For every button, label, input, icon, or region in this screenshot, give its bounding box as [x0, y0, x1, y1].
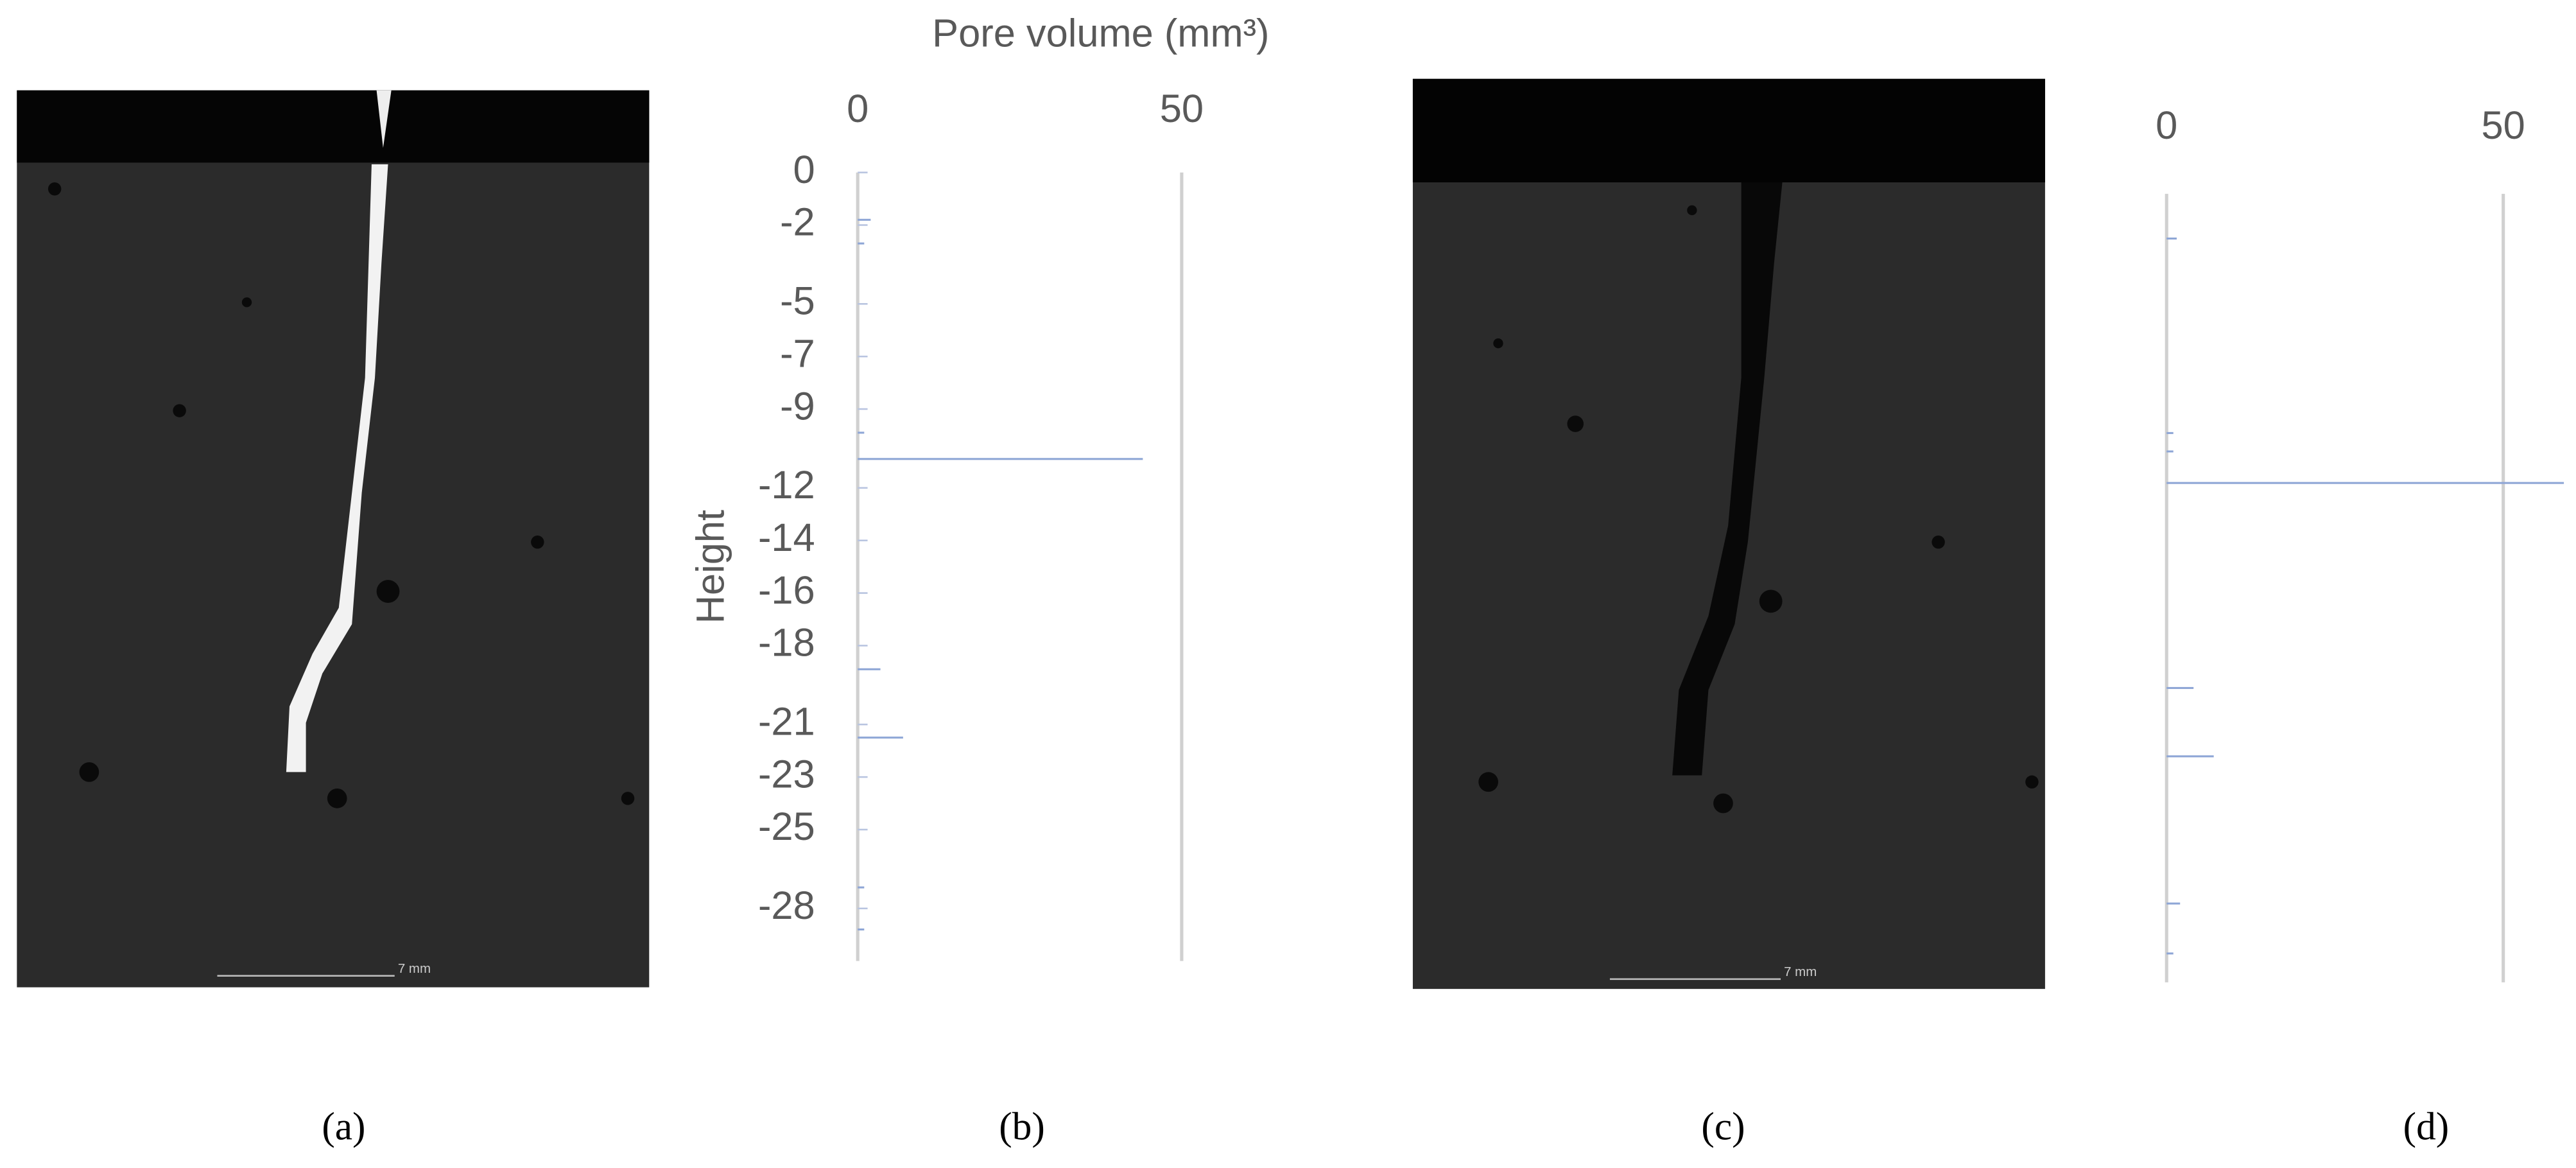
- y-tick-label: -2: [780, 200, 815, 245]
- y-tick-label: -7: [780, 331, 815, 376]
- y-tick-label: -16: [758, 568, 815, 613]
- y-tick-label: -5: [780, 279, 815, 324]
- bar: [2166, 755, 2214, 758]
- y-tick-label: -9: [780, 384, 815, 428]
- bar: [858, 668, 881, 670]
- x-axis-title: Pore volume (mm³): [932, 12, 1269, 56]
- ct-image-a: 7 mm: [17, 90, 650, 988]
- bar: [858, 218, 871, 221]
- bar: [2166, 902, 2181, 905]
- y-tick-label: -21: [758, 699, 815, 744]
- bar: [858, 928, 865, 931]
- bar: [858, 431, 865, 434]
- bar: [858, 242, 865, 245]
- y-tick-label: -18: [758, 621, 815, 665]
- bar: [2166, 482, 2564, 484]
- bar: [858, 886, 865, 889]
- bar: [2166, 686, 2194, 689]
- panel-label: (a): [322, 1104, 365, 1148]
- scale-bar-label: 7 mm: [398, 961, 431, 976]
- y-axis-title: Height: [688, 510, 732, 623]
- bar: [2166, 431, 2174, 434]
- bar: [858, 737, 903, 739]
- bar: [2166, 237, 2177, 240]
- y-tick-label: -25: [758, 805, 815, 849]
- panel-label: (d): [2403, 1104, 2450, 1148]
- bar: [2166, 450, 2174, 453]
- bar: [2166, 952, 2174, 955]
- y-tick-label: -23: [758, 752, 815, 796]
- y-tick-label: -12: [758, 463, 815, 507]
- bar: [858, 458, 1143, 460]
- x-tick-label: 0: [2156, 103, 2177, 148]
- x-tick-label: 50: [2482, 103, 2525, 148]
- y-tick-label: -28: [758, 884, 815, 928]
- y-tick-label: -14: [758, 516, 815, 560]
- x-tick-label: 0: [847, 87, 869, 131]
- y-tick-label: 0: [793, 148, 815, 192]
- panel-label: (c): [1701, 1104, 1745, 1148]
- panel-label: (b): [999, 1104, 1045, 1148]
- ct-image-c: 7 mm: [1412, 78, 2045, 989]
- scale-bar-label: 7 mm: [1784, 964, 1817, 979]
- x-tick-label: 50: [1160, 87, 1204, 131]
